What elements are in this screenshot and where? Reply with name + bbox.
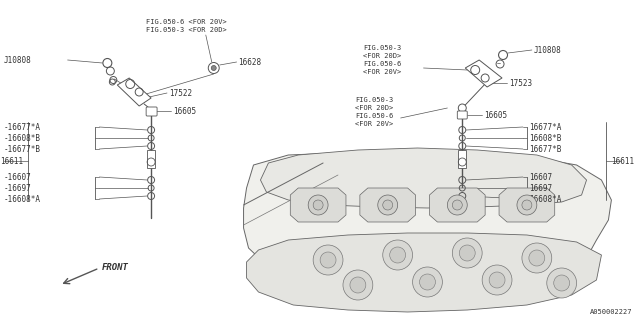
Circle shape bbox=[390, 247, 406, 263]
Polygon shape bbox=[260, 148, 586, 208]
Text: -16607: -16607 bbox=[4, 172, 32, 181]
Text: -16608*B: -16608*B bbox=[4, 133, 41, 142]
Circle shape bbox=[529, 250, 545, 266]
Text: -16608*A: -16608*A bbox=[4, 195, 41, 204]
Text: 16607: 16607 bbox=[529, 172, 552, 181]
Text: 17523: 17523 bbox=[509, 78, 532, 87]
Text: FIG.050-6 <FOR 20V>: FIG.050-6 <FOR 20V> bbox=[146, 19, 227, 25]
Circle shape bbox=[383, 240, 413, 270]
Circle shape bbox=[517, 195, 537, 215]
Circle shape bbox=[313, 200, 323, 210]
Circle shape bbox=[320, 252, 336, 268]
Text: J10808: J10808 bbox=[534, 45, 562, 54]
Circle shape bbox=[413, 267, 442, 297]
Polygon shape bbox=[499, 188, 555, 222]
Text: <FOR 20V>: <FOR 20V> bbox=[355, 121, 393, 127]
Circle shape bbox=[482, 265, 512, 295]
Text: -16677*B: -16677*B bbox=[4, 145, 41, 154]
Polygon shape bbox=[465, 60, 502, 87]
Text: FIG.050-3 <FOR 20D>: FIG.050-3 <FOR 20D> bbox=[146, 27, 227, 33]
Polygon shape bbox=[429, 188, 485, 222]
Circle shape bbox=[547, 268, 577, 298]
Polygon shape bbox=[244, 153, 611, 292]
Text: 16605: 16605 bbox=[173, 107, 196, 116]
Text: <FOR 20D>: <FOR 20D> bbox=[363, 53, 401, 59]
Text: -16697: -16697 bbox=[4, 183, 32, 193]
Circle shape bbox=[452, 238, 482, 268]
Text: FIG.050-6: FIG.050-6 bbox=[355, 113, 393, 119]
Circle shape bbox=[211, 66, 216, 70]
Text: 16608*A: 16608*A bbox=[529, 195, 561, 204]
Polygon shape bbox=[360, 188, 415, 222]
Text: FIG.050-3: FIG.050-3 bbox=[355, 97, 393, 103]
Text: <FOR 20D>: <FOR 20D> bbox=[355, 105, 393, 111]
Text: FIG.050-3: FIG.050-3 bbox=[363, 45, 401, 51]
Circle shape bbox=[522, 200, 532, 210]
Polygon shape bbox=[291, 188, 346, 222]
FancyBboxPatch shape bbox=[458, 111, 467, 119]
Polygon shape bbox=[147, 150, 155, 168]
Circle shape bbox=[383, 200, 393, 210]
Circle shape bbox=[489, 272, 505, 288]
Circle shape bbox=[522, 243, 552, 273]
Circle shape bbox=[460, 245, 475, 261]
Circle shape bbox=[350, 277, 366, 293]
Polygon shape bbox=[246, 233, 602, 312]
Text: 16608*B: 16608*B bbox=[529, 133, 561, 142]
Circle shape bbox=[554, 275, 570, 291]
Polygon shape bbox=[458, 150, 467, 168]
Text: 16677*B: 16677*B bbox=[529, 145, 561, 154]
Text: 16605: 16605 bbox=[484, 110, 508, 119]
Circle shape bbox=[420, 274, 435, 290]
Polygon shape bbox=[117, 78, 151, 106]
Circle shape bbox=[452, 200, 462, 210]
Text: 17522: 17522 bbox=[169, 89, 192, 98]
Circle shape bbox=[447, 195, 467, 215]
Text: J10808: J10808 bbox=[4, 55, 32, 65]
Text: FIG.050-6: FIG.050-6 bbox=[363, 61, 401, 67]
Text: 16677*A: 16677*A bbox=[529, 123, 561, 132]
Text: 16628: 16628 bbox=[239, 58, 262, 67]
Text: <FOR 20V>: <FOR 20V> bbox=[363, 69, 401, 75]
FancyBboxPatch shape bbox=[146, 107, 157, 116]
Circle shape bbox=[378, 195, 397, 215]
Text: 16611: 16611 bbox=[0, 156, 23, 165]
Text: FRONT: FRONT bbox=[101, 262, 128, 271]
Text: A050002227: A050002227 bbox=[590, 309, 632, 315]
Circle shape bbox=[343, 270, 373, 300]
Text: -16677*A: -16677*A bbox=[4, 123, 41, 132]
Circle shape bbox=[308, 195, 328, 215]
Circle shape bbox=[313, 245, 343, 275]
Text: 16697: 16697 bbox=[529, 183, 552, 193]
Text: 16611: 16611 bbox=[611, 156, 634, 165]
